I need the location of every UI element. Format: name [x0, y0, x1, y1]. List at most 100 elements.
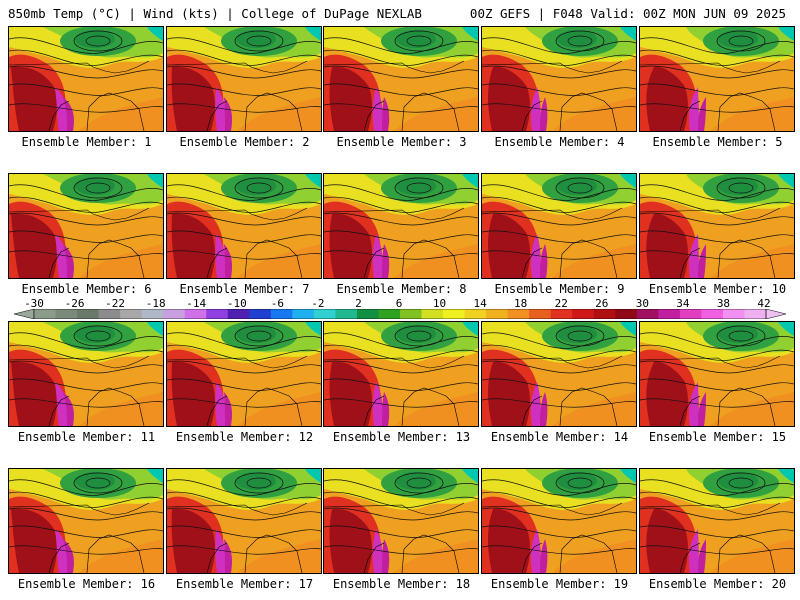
ensemble-member-label: Ensemble Member: 8 — [336, 282, 467, 296]
ensemble-member-label: Ensemble Member: 17 — [175, 577, 314, 591]
colorbar-tick-label: 10 — [432, 297, 447, 310]
ensemble-member-label: Ensemble Member: 6 — [21, 282, 152, 296]
colorbar-tick-label: 42 — [757, 297, 771, 310]
colorbar-segment — [313, 309, 336, 319]
temperature-colorbar — [14, 309, 786, 319]
ensemble-map-panel — [481, 321, 637, 427]
colorbar-segment — [421, 309, 444, 319]
colorbar-segment — [292, 309, 315, 319]
colorbar-tick-label: 34 — [676, 297, 690, 310]
colorbar-segment — [378, 309, 401, 319]
ensemble-member-label: Ensemble Member: 14 — [490, 430, 629, 444]
colorbar-segment — [529, 309, 552, 319]
ensemble-map-panel — [166, 468, 322, 574]
chart-title: 850mb Temp (°C) | Wind (kts) | College o… — [8, 6, 422, 21]
ensemble-map-panel — [481, 173, 637, 279]
ensemble-member-label: Ensemble Member: 7 — [179, 282, 310, 296]
colorbar-tick-label: 14 — [473, 297, 487, 310]
ensemble-map-panel — [323, 321, 479, 427]
ensemble-map-panel — [323, 26, 479, 132]
colorbar-tick-label: -10 — [226, 297, 247, 310]
colorbar-segment — [464, 309, 487, 319]
colorbar-tick-label: 2 — [355, 297, 362, 310]
colorbar-tick-label: -26 — [64, 297, 85, 310]
colorbar-tick-label: -14 — [186, 297, 207, 310]
temperature-map — [9, 322, 163, 426]
temperature-map — [482, 174, 636, 278]
ensemble-member-label: Ensemble Member: 20 — [648, 577, 787, 591]
ensemble-map-panel — [639, 173, 795, 279]
ensemble-map-panel — [8, 26, 164, 132]
ensemble-map-panel — [481, 26, 637, 132]
colorbar-segment — [270, 309, 293, 319]
ensemble-member-label: Ensemble Member: 10 — [648, 282, 787, 296]
ensemble-member-label: Ensemble Member: 1 — [21, 135, 152, 149]
colorbar-max-arrow — [765, 309, 786, 319]
colorbar-tick-label: 18 — [514, 297, 528, 310]
colorbar-tick-label: 38 — [716, 297, 731, 310]
colorbar-segment — [507, 309, 530, 319]
colorbar-segment — [572, 309, 595, 319]
temperature-map — [167, 322, 321, 426]
ensemble-member-label: Ensemble Member: 12 — [175, 430, 314, 444]
ensemble-member-label: Ensemble Member: 3 — [336, 135, 467, 149]
colorbar-segment — [356, 309, 379, 319]
colorbar-tick-label: -30 — [24, 297, 44, 310]
ensemble-map-panel — [8, 468, 164, 574]
colorbar-tick-label: 22 — [554, 297, 568, 310]
ensemble-map-panel — [166, 26, 322, 132]
ensemble-map-panel — [323, 468, 479, 574]
ensemble-map-panel — [639, 468, 795, 574]
colorbar-segment — [249, 309, 272, 319]
ensemble-map-panel — [8, 173, 164, 279]
temperature-map — [9, 27, 163, 131]
colorbar-segment — [550, 309, 573, 319]
ensemble-map-panel — [8, 321, 164, 427]
colorbar-segment — [744, 309, 767, 319]
colorbar-outline — [33, 309, 767, 319]
colorbar-tick-label: -2 — [311, 297, 325, 310]
colorbar-segment — [120, 309, 143, 319]
colorbar-segment — [400, 309, 423, 319]
colorbar-segment — [206, 309, 229, 319]
ensemble-member-label: Ensemble Member: 9 — [494, 282, 625, 296]
temperature-map — [324, 322, 478, 426]
colorbar-tick-label: -22 — [105, 297, 126, 310]
ensemble-map-panel — [166, 173, 322, 279]
colorbar-segment — [701, 309, 724, 319]
ensemble-member-label: Ensemble Member: 4 — [494, 135, 625, 149]
temperature-map — [167, 469, 321, 573]
colorbar-segment — [722, 309, 745, 319]
temperature-map — [324, 27, 478, 131]
colorbar-segment — [486, 309, 509, 319]
colorbar-tick-label: -6 — [270, 297, 284, 310]
colorbar-segment — [636, 309, 659, 319]
ensemble-member-label: Ensemble Member: 15 — [648, 430, 787, 444]
colorbar-min-arrow — [14, 309, 35, 319]
ensemble-map-panel — [481, 468, 637, 574]
temperature-map — [482, 469, 636, 573]
ensemble-member-label: Ensemble Member: 19 — [490, 577, 629, 591]
temperature-map — [167, 27, 321, 131]
temperature-map — [640, 27, 794, 131]
colorbar-segment — [679, 309, 702, 319]
colorbar-segment — [615, 309, 638, 319]
temperature-map — [640, 469, 794, 573]
colorbar-segment — [163, 309, 186, 319]
temperature-map — [324, 174, 478, 278]
colorbar-tick-label: 26 — [595, 297, 609, 310]
colorbar-segment — [443, 309, 466, 319]
ensemble-map-panel — [639, 321, 795, 427]
colorbar-segment — [77, 309, 100, 319]
colorbar-tick-label: 6 — [395, 297, 403, 310]
ensemble-member-label: Ensemble Member: 16 — [17, 577, 156, 591]
temperature-map — [9, 174, 163, 278]
ensemble-map-panel — [166, 321, 322, 427]
run-valid-time: 00Z GEFS | F048 Valid: 00Z MON JUN 09 20… — [469, 6, 786, 21]
colorbar-segment — [98, 309, 121, 319]
colorbar-segment — [335, 309, 358, 319]
temperature-map — [324, 469, 478, 573]
temperature-map — [9, 469, 163, 573]
ensemble-member-label: Ensemble Member: 13 — [332, 430, 471, 444]
colorbar-segment — [658, 309, 681, 319]
